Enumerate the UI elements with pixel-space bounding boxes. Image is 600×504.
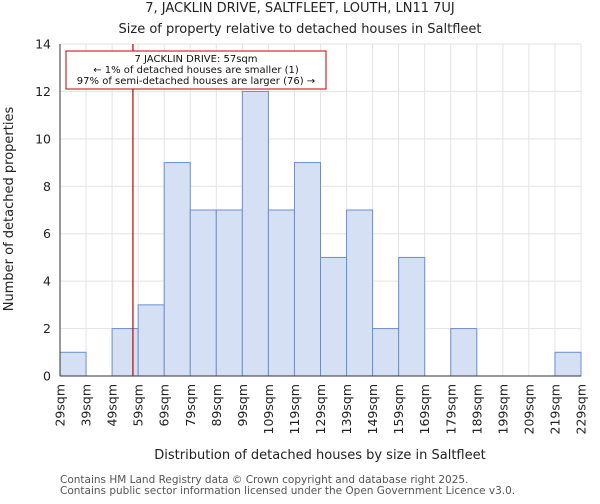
histogram-bar (189, 209, 217, 377)
x-tick-label: 99sqm (235, 384, 250, 427)
x-tick-label: 159sqm (391, 384, 406, 434)
x-tick-label: 79sqm (183, 384, 198, 427)
y-tick-label: 8 (43, 179, 51, 194)
x-tick-label: 139sqm (339, 384, 354, 434)
x-tick-label: 229sqm (574, 384, 589, 434)
footer-line-1: Contains HM Land Registry data © Crown c… (60, 474, 468, 486)
x-tick-label: 59sqm (131, 384, 146, 427)
y-tick-label: 4 (43, 274, 51, 289)
histogram-bar (554, 351, 582, 377)
y-tick-label: 6 (43, 226, 51, 241)
histogram-bar (163, 162, 191, 377)
x-tick-label: 189sqm (469, 384, 484, 434)
histogram-bar (241, 90, 269, 377)
x-tick-label: 49sqm (105, 384, 120, 427)
annotation-box (65, 50, 327, 90)
x-axis-label: Distribution of detached houses by size … (154, 448, 485, 463)
x-tick-label: 119sqm (287, 384, 302, 434)
histogram-bar (450, 328, 478, 377)
x-tick-label: 89sqm (209, 384, 224, 427)
x-tick-label: 109sqm (261, 384, 276, 434)
histogram-bar (398, 256, 426, 377)
histogram-bar (346, 209, 374, 377)
histogram-bar (320, 256, 348, 377)
x-tick-label: 169sqm (417, 384, 432, 434)
histogram-bar (372, 328, 400, 377)
histogram-bar (137, 304, 165, 377)
x-tick-label: 219sqm (547, 384, 562, 434)
x-tick-label: 39sqm (79, 384, 94, 427)
x-tick-label: 209sqm (521, 384, 536, 434)
marker-group: 7 JACKLIN DRIVE: 57sqm← 1% of detached h… (65, 44, 327, 376)
x-tick-label: 199sqm (495, 384, 510, 434)
y-tick-label: 10 (35, 131, 51, 146)
y-axis-label: Number of detached properties (2, 107, 17, 312)
y-tick-label: 2 (43, 321, 51, 336)
annotation-line: ← 1% of detached houses are smaller (1) (93, 65, 299, 76)
x-tick-label: 179sqm (443, 384, 458, 434)
axes-group (59, 44, 581, 377)
y-tick-label: 14 (35, 37, 51, 52)
chart-subtitle: Size of property relative to detached ho… (119, 22, 482, 37)
tick-labels-group: 0 2 4 6 8 10 12 14 29sqm 39sqm 49sqm 59sqm 69sqm 79sq… (35, 37, 588, 435)
x-tick-label: 149sqm (365, 384, 380, 434)
histogram-bar (267, 209, 295, 377)
histogram-bar (293, 162, 322, 377)
histogram-bar (111, 328, 139, 377)
bars-group (59, 90, 582, 377)
x-tick-label: 129sqm (313, 384, 328, 434)
y-tick-label: 12 (35, 84, 51, 99)
y-tick-label: 0 (43, 369, 51, 384)
chart-title: 7, JACKLIN DRIVE, SALTFLEET, LOUTH, LN11… (145, 1, 455, 16)
footer-line-2: Contains public sector information licen… (60, 485, 515, 497)
histogram-bar (59, 351, 87, 377)
histogram-bar (215, 209, 243, 377)
x-tick-label: 29sqm (53, 384, 68, 427)
annotation-line: 7 JACKLIN DRIVE: 57sqm (134, 54, 257, 65)
annotation-line: 97% of semi-detached houses are larger (… (77, 76, 315, 87)
x-tick-label: 69sqm (157, 384, 172, 427)
